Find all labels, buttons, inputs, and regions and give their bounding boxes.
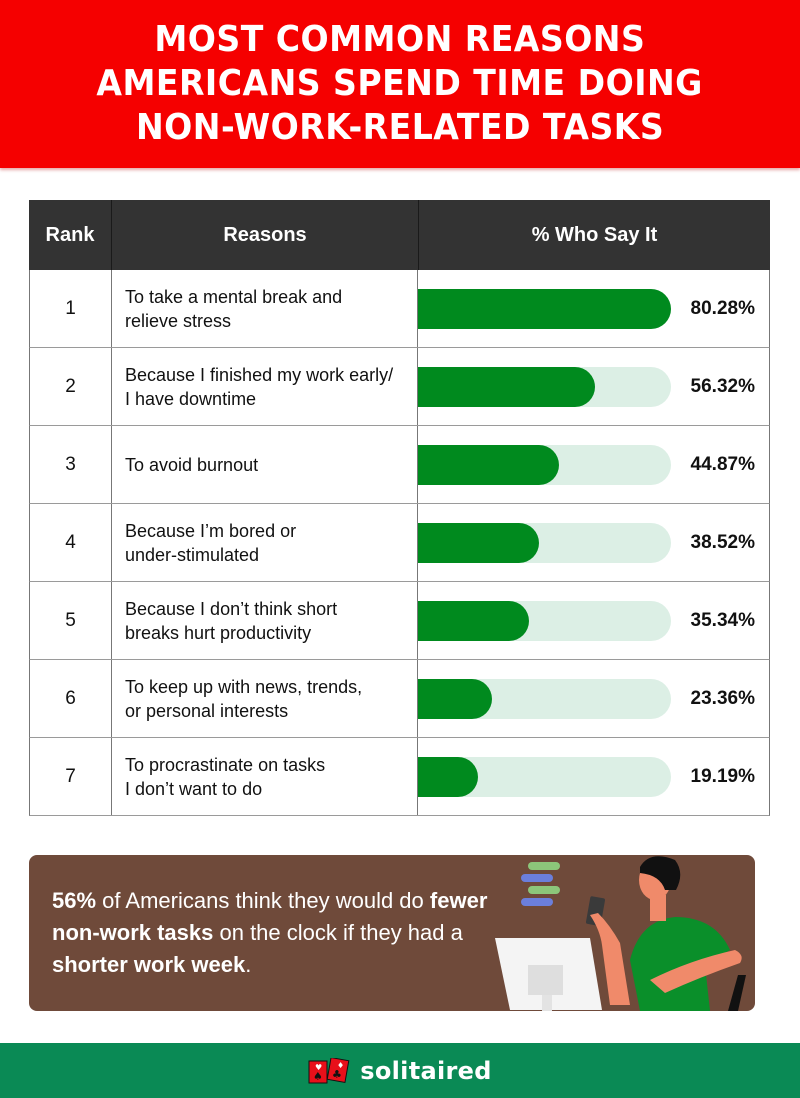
rank-cell: 6 [30, 660, 112, 737]
percent-value: 56.32% [690, 375, 755, 397]
percent-value: 23.36% [690, 687, 755, 709]
title-line-2: AMERICANS SPEND TIME DOING [96, 63, 704, 104]
reason-line: under-stimulated [125, 544, 260, 565]
bar-track [418, 367, 671, 407]
callout-emphasis: fewer non-work tasks [52, 888, 488, 945]
callout-segment: on the clock if they had a [213, 920, 463, 945]
reason-line: Because I finished my work early/ [125, 364, 394, 385]
column-header-reasons: Reasons [112, 200, 419, 270]
percent-value: 80.28% [690, 297, 755, 319]
percent-cell: 80.28% [418, 270, 769, 347]
reason-line: Because I’m bored or [125, 520, 297, 541]
rank-cell: 4 [30, 504, 112, 581]
reason-cell: To keep up with news, trends, or personal… [112, 660, 418, 737]
bar-fill [418, 601, 530, 641]
reason-line: I have downtime [125, 388, 257, 409]
column-header-percent: % Who Say It [531, 223, 658, 246]
percent-cell: 23.36% [418, 660, 769, 737]
bar-track [418, 601, 671, 641]
reason-cell: Because I finished my work early/I have … [112, 348, 418, 425]
table-row: 3 To avoid burnout 44.87% [29, 426, 770, 504]
reason-cell: To procrastinate on tasks I don’t want to… [112, 738, 418, 815]
title-line-1: MOST COMMON REASONS [154, 19, 646, 60]
table-row: 7 To procrastinate on tasks I don’t want t… [29, 738, 770, 816]
cards-logo-icon: ♠ ♣ ♥ ♦ [308, 1057, 350, 1083]
percent-value: 44.87% [690, 453, 755, 475]
table-row: 5 Because I don’t think short breaks hurt … [29, 582, 770, 660]
percent-value: 38.52% [690, 531, 755, 553]
title-banner: MOST COMMON REASONS AMERICANS SPEND TIME… [0, 0, 800, 168]
rank-cell: 1 [30, 270, 112, 347]
footer-brand-bar: ♠ ♣ ♥ ♦ solitaired [0, 1043, 800, 1098]
table-row: 2 Because I finished my work early/I have… [29, 348, 770, 426]
bar-fill [418, 757, 479, 797]
callout-emphasis: shorter work week [52, 952, 246, 977]
title-line-3: NON-WORK-RELATED TASKS [135, 107, 665, 148]
bar-track [418, 523, 671, 563]
rank-cell: 5 [30, 582, 112, 659]
callout-segment: . [245, 952, 252, 977]
percent-value: 35.34% [690, 609, 755, 631]
percent-cell: 19.19% [418, 738, 769, 815]
svg-text:♦: ♦ [337, 1061, 344, 1070]
reason-line: To avoid burnout [125, 454, 259, 475]
percent-cell: 35.34% [418, 582, 769, 659]
bar-track [418, 679, 671, 719]
reason-line: To keep up with news, trends, [125, 676, 363, 697]
reason-cell: Because I’m bored or under-stimulated [112, 504, 418, 581]
column-header-rank: Rank [29, 200, 112, 270]
reason-line: or personal interests [125, 700, 289, 721]
brand-name: solitaired [360, 1056, 492, 1085]
table-row: 4 Because I’m bored or under-stimulated 38.… [29, 504, 770, 582]
rank-cell: 7 [30, 738, 112, 815]
bar-track [418, 289, 671, 329]
stat-callout: 56% of Americans think they would do few… [29, 855, 755, 1011]
reason-line: breaks hurt productivity [125, 622, 312, 643]
callout-text: 56% of Americans think they would do few… [52, 885, 502, 981]
bar-fill [418, 679, 492, 719]
reason-line: To procrastinate on tasks [125, 754, 326, 775]
table-header: Rank Reasons % Who Say It [29, 200, 770, 270]
reasons-table: Rank Reasons % Who Say It 1 To take a men… [29, 200, 770, 816]
percent-value: 19.19% [690, 765, 755, 787]
reason-cell: To take a mental break and relieve stress [112, 270, 418, 347]
rank-cell: 2 [30, 348, 112, 425]
percent-cell: 44.87% [418, 426, 769, 503]
callout-emphasis: 56% [52, 888, 97, 913]
reason-line: relieve stress [125, 310, 232, 331]
reason-line: Because I don’t think short [125, 598, 338, 619]
svg-text:♣: ♣ [332, 1068, 342, 1081]
callout-segment: of Americans think they would do [96, 888, 430, 913]
bar-track [418, 757, 671, 797]
table-row: 1 To take a mental break and relieve stres… [29, 270, 770, 348]
bar-fill [418, 367, 596, 407]
person-phone-illustration-icon [495, 856, 746, 1011]
rank-cell: 3 [30, 426, 112, 503]
svg-text:♠: ♠ [313, 1070, 323, 1083]
bar-fill [418, 289, 671, 329]
percent-cell: 38.52% [418, 504, 769, 581]
bar-track [418, 445, 671, 485]
bar-fill [418, 523, 540, 563]
svg-text:♥: ♥ [315, 1063, 322, 1072]
reason-cell: To avoid burnout [112, 426, 418, 503]
reason-line: To take a mental break and [125, 286, 343, 307]
bar-fill [418, 445, 560, 485]
reason-cell: Because I don’t think short breaks hurt p… [112, 582, 418, 659]
table-row: 6 To keep up with news, trends, or persona… [29, 660, 770, 738]
percent-cell: 56.32% [418, 348, 769, 425]
reason-line: I don’t want to do [125, 778, 263, 799]
